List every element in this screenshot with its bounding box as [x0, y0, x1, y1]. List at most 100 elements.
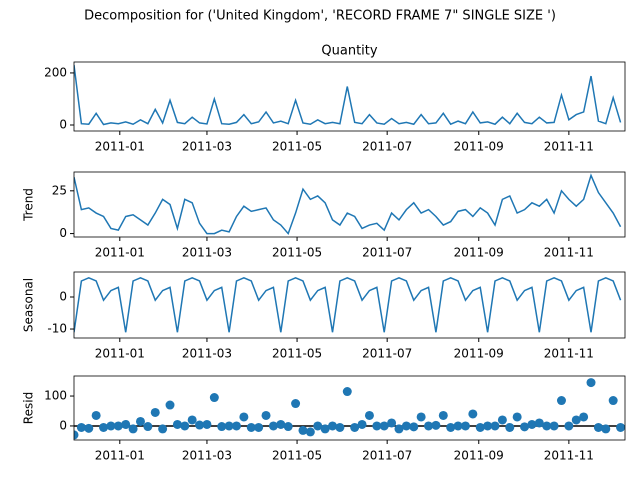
x-tick-label: 2011-03	[182, 246, 232, 260]
data-point	[128, 424, 138, 434]
data-point	[453, 421, 463, 431]
data-point	[135, 416, 145, 426]
data-point	[608, 396, 618, 406]
data-point	[542, 421, 552, 431]
data-line	[74, 276, 622, 333]
data-point	[364, 410, 374, 420]
data-point	[409, 422, 419, 432]
data-point	[202, 419, 212, 429]
x-tick-label: 2011-05	[272, 347, 322, 361]
x-tick-label: 2011-03	[182, 347, 232, 361]
data-point	[113, 421, 123, 431]
data-point	[172, 419, 182, 429]
x-tick-label: 2011-05	[272, 449, 322, 463]
data-point	[394, 424, 404, 434]
data-point	[84, 423, 94, 433]
x-tick-label: 2011-01	[95, 449, 145, 463]
data-point	[283, 422, 293, 432]
data-point	[276, 419, 286, 429]
data-point	[416, 412, 426, 422]
x-tick-label: 2011-07	[362, 347, 412, 361]
data-point	[195, 420, 205, 430]
data-point	[520, 422, 530, 432]
data-point	[468, 409, 478, 419]
axes-frame	[73, 61, 626, 132]
y-tick-label: -10	[47, 322, 67, 336]
x-tick-label: 2011-09	[454, 449, 504, 463]
y-axis-label: Resid	[22, 392, 36, 424]
plot-area	[74, 378, 625, 440]
data-point	[335, 422, 345, 432]
data-point	[438, 410, 448, 420]
y-tick-label: 0	[59, 226, 67, 240]
data-point	[586, 378, 596, 388]
data-point	[497, 415, 507, 425]
data-point	[99, 422, 109, 432]
y-tick-label: 0	[59, 289, 67, 303]
data-point	[224, 421, 234, 431]
plot-area	[74, 173, 622, 236]
data-point	[357, 419, 367, 429]
data-point	[305, 427, 315, 437]
x-tick-label: 2011-11	[544, 347, 594, 361]
data-point	[534, 418, 544, 428]
data-point	[460, 421, 470, 431]
data-point	[372, 421, 382, 431]
axes-frame	[73, 171, 626, 238]
data-point	[143, 422, 153, 432]
data-point	[483, 421, 493, 431]
data-point	[379, 421, 389, 431]
x-tick-label: 2011-07	[362, 449, 412, 463]
data-point	[601, 424, 611, 434]
data-point	[446, 422, 456, 432]
data-point	[328, 421, 338, 431]
data-point	[579, 412, 589, 422]
data-point	[313, 421, 323, 431]
data-point	[91, 410, 101, 420]
data-point	[298, 425, 308, 435]
data-point	[106, 421, 116, 431]
x-tick-label: 2011-05	[272, 246, 322, 260]
data-point	[424, 421, 434, 431]
axes-frame	[73, 271, 626, 339]
data-point	[268, 421, 278, 431]
x-tick-label: 2011-03	[182, 140, 232, 154]
data-point	[593, 422, 603, 432]
data-line	[74, 65, 622, 126]
axes-frame	[73, 375, 626, 441]
data-point	[261, 410, 271, 420]
x-tick-label: 2011-11	[544, 246, 594, 260]
data-point	[165, 400, 175, 410]
data-point	[76, 422, 86, 432]
data-point	[387, 418, 397, 428]
y-tick-label: 0	[59, 418, 67, 432]
data-point	[401, 421, 411, 431]
x-tick-label: 2011-11	[544, 140, 594, 154]
y-axis-label: Trend	[22, 188, 36, 222]
data-point	[431, 420, 441, 430]
x-tick-label: 2011-09	[454, 246, 504, 260]
x-tick-label: 2011-11	[544, 449, 594, 463]
data-point	[505, 422, 515, 432]
data-point	[254, 422, 264, 432]
y-tick-label: 0	[59, 118, 67, 132]
data-point	[556, 396, 566, 406]
x-tick-label: 2011-09	[454, 140, 504, 154]
data-point	[209, 393, 219, 403]
data-point	[187, 415, 197, 425]
x-tick-label: 2011-09	[454, 347, 504, 361]
data-point	[217, 422, 227, 432]
data-point	[121, 419, 131, 429]
plot-area	[74, 276, 622, 333]
plot-area	[74, 65, 622, 126]
x-tick-label: 2011-03	[182, 449, 232, 463]
data-point	[74, 430, 79, 440]
x-tick-label: 2011-07	[362, 246, 412, 260]
data-point	[564, 421, 574, 431]
x-tick-label: 2011-05	[272, 140, 322, 154]
data-line	[74, 173, 622, 236]
data-point	[616, 422, 625, 432]
data-point	[150, 407, 160, 417]
